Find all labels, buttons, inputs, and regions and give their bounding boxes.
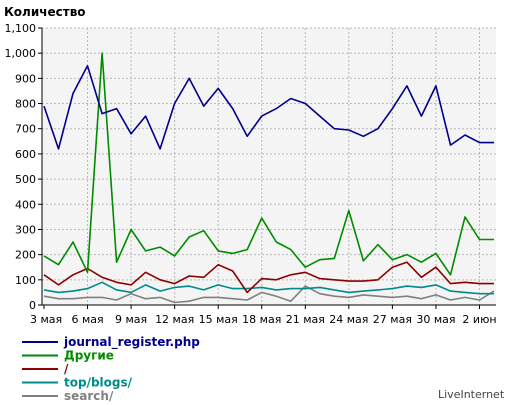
legend-label: search/ <box>64 389 114 403</box>
y-tick-label: 1,100 <box>5 22 37 35</box>
x-tick-label: 9 мая <box>115 313 147 326</box>
x-tick-label: 12 мая <box>155 313 194 326</box>
series-line <box>43 285 495 304</box>
y-tick-label: 400 <box>15 198 36 211</box>
x-tick-label: 15 мая <box>199 313 238 326</box>
legend-label: Другие <box>64 349 114 363</box>
y-tick-label: 500 <box>15 173 36 186</box>
x-tick-label: 21 мая <box>286 313 325 326</box>
x-axis-ticks: 3 мая 6 мая 9 мая 12 мая 15 мая 18 мая 21 мая 2… <box>30 305 497 326</box>
x-tick-label: 3 мая <box>30 313 62 326</box>
y-tick-label: 800 <box>15 98 36 111</box>
y-axis-ticks: 0 100 200 300 400 500 600 700 800 900 1,000 1,100 <box>5 22 42 312</box>
x-tick-label: 6 мая <box>71 313 103 326</box>
y-tick-label: 1,000 <box>5 47 37 60</box>
series-line <box>43 65 494 150</box>
y-tick-label: 900 <box>15 72 36 85</box>
x-tick-label: 30 мая <box>416 313 455 326</box>
y-tick-label: 700 <box>15 123 36 136</box>
series-line <box>43 281 494 295</box>
y-tick-label: 200 <box>15 249 36 262</box>
x-tick-label: 18 мая <box>242 313 281 326</box>
x-tick-label: 27 мая <box>373 313 412 326</box>
series-line <box>43 261 494 294</box>
series-lines <box>43 52 495 304</box>
y-axis-title: Количество <box>4 5 86 19</box>
legend-label: / <box>64 362 69 376</box>
legend: journal_register.phpДругие/top/blogs/sea… <box>22 335 200 403</box>
series-line <box>43 52 494 276</box>
x-tick-label: 2 июн <box>462 313 496 326</box>
legend-label: top/blogs/ <box>64 376 133 390</box>
brand-label: LiveInternet <box>438 388 505 401</box>
y-tick-label: 0 <box>29 299 36 312</box>
y-tick-label: 600 <box>15 148 36 161</box>
x-tick-label: 24 мая <box>329 313 368 326</box>
y-tick-label: 100 <box>15 274 36 287</box>
y-tick-label: 300 <box>15 223 36 236</box>
legend-label: journal_register.php <box>63 335 200 350</box>
